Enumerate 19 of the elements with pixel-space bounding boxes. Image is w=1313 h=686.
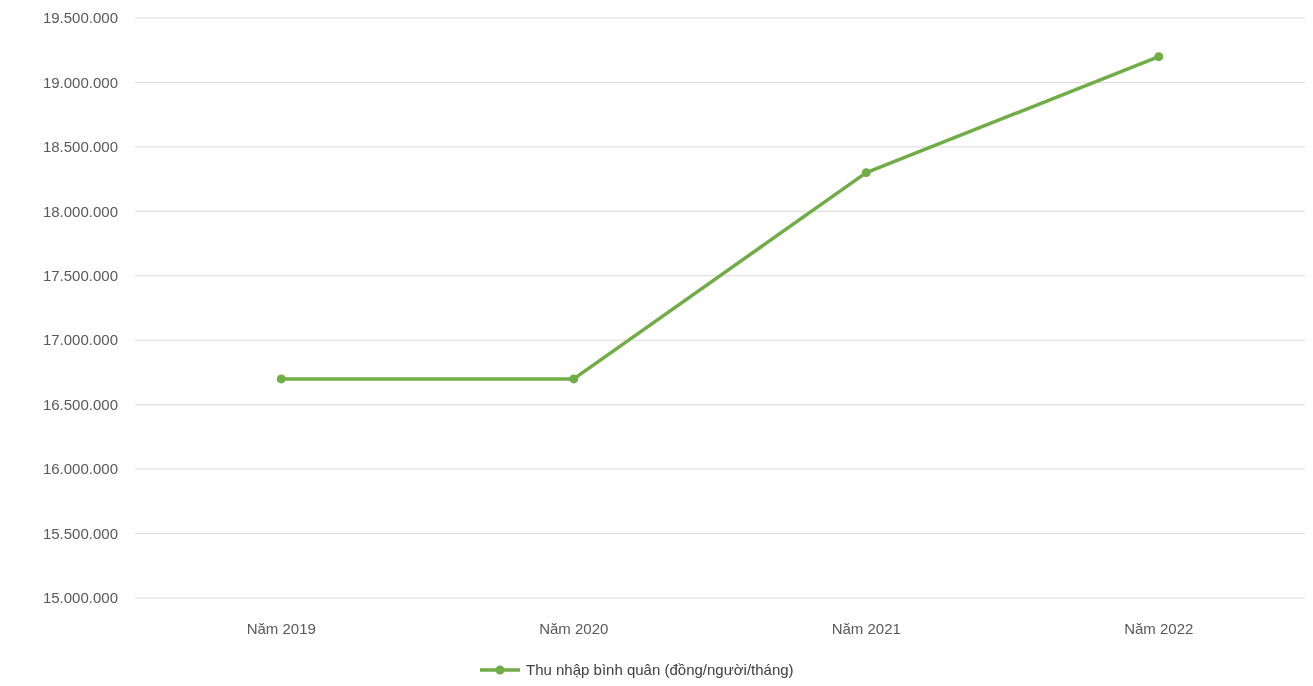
point bbox=[1154, 52, 1164, 62]
x-tick-label: Năm 2020 bbox=[539, 620, 609, 637]
y-tick-label: 19.000.000 bbox=[42, 73, 118, 91]
y-tick-label: 16.000.000 bbox=[42, 460, 118, 478]
y-tick-label: 17.500.000 bbox=[42, 267, 118, 285]
y-tick-label: 16.500.000 bbox=[42, 395, 118, 413]
y-tick-label: 19.500.000 bbox=[42, 9, 118, 27]
point bbox=[861, 168, 871, 178]
x-tick-label: Năm 2019 bbox=[246, 620, 316, 637]
x-tick-label: Năm 2021 bbox=[831, 620, 901, 637]
y-tick-label: 18.500.000 bbox=[42, 138, 118, 156]
point bbox=[569, 374, 579, 384]
point bbox=[276, 374, 286, 384]
y-tick-label: 18.000.000 bbox=[42, 202, 118, 220]
y-tick-label: 17.000.000 bbox=[42, 331, 118, 349]
y-tick-label: 15.500.000 bbox=[42, 524, 118, 542]
x-tick-label: Năm 2022 bbox=[1124, 620, 1194, 637]
y-tick-label: 15.000.000 bbox=[42, 589, 118, 607]
legend-label: Thu nhập bình quân (đồng/người/tháng) bbox=[526, 661, 794, 679]
